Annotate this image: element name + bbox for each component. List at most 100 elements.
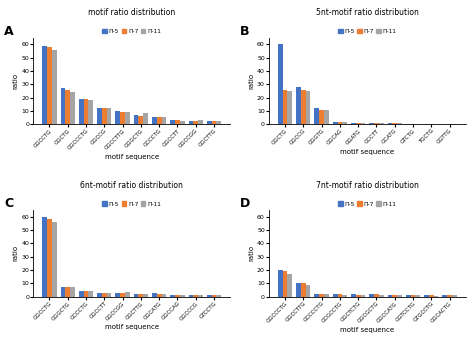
Bar bbox=[193, 295, 198, 297]
Bar bbox=[42, 46, 47, 124]
Bar bbox=[442, 295, 447, 297]
Bar bbox=[102, 108, 107, 124]
Bar bbox=[283, 90, 287, 124]
Bar bbox=[138, 116, 143, 124]
Bar bbox=[175, 295, 180, 297]
Y-axis label: ratio: ratio bbox=[12, 245, 18, 261]
Bar bbox=[170, 120, 175, 124]
Bar bbox=[356, 295, 361, 297]
Text: D: D bbox=[239, 197, 250, 210]
Bar bbox=[189, 295, 193, 297]
Bar bbox=[351, 123, 356, 124]
Bar bbox=[211, 121, 216, 124]
Bar bbox=[392, 123, 397, 124]
Bar bbox=[162, 118, 166, 124]
Bar bbox=[379, 123, 383, 124]
Bar bbox=[120, 293, 125, 297]
Bar bbox=[189, 121, 193, 124]
Bar bbox=[319, 109, 324, 124]
Bar bbox=[379, 295, 383, 297]
Bar bbox=[319, 294, 324, 297]
Y-axis label: ratio: ratio bbox=[248, 73, 254, 89]
Bar bbox=[97, 293, 102, 297]
Bar bbox=[388, 295, 392, 297]
Bar bbox=[333, 294, 337, 297]
Bar bbox=[351, 294, 356, 297]
Bar bbox=[47, 47, 52, 124]
Bar bbox=[79, 99, 83, 124]
Bar bbox=[157, 118, 162, 124]
Title: motif ratio distribution: motif ratio distribution bbox=[88, 8, 175, 17]
Bar bbox=[134, 294, 138, 297]
Bar bbox=[324, 109, 329, 124]
Bar bbox=[216, 295, 221, 297]
Bar bbox=[342, 295, 347, 297]
Bar bbox=[374, 294, 379, 297]
Legend: Π-5, Π-7, Π-11: Π-5, Π-7, Π-11 bbox=[336, 27, 399, 36]
Bar bbox=[356, 123, 361, 124]
Bar bbox=[429, 295, 434, 297]
Bar bbox=[287, 274, 292, 297]
Bar bbox=[301, 283, 306, 297]
Bar bbox=[134, 115, 138, 124]
Bar bbox=[342, 122, 347, 124]
Bar bbox=[143, 294, 148, 297]
Bar bbox=[83, 99, 88, 124]
Bar bbox=[180, 121, 184, 124]
X-axis label: motif sequence: motif sequence bbox=[105, 324, 159, 330]
Bar bbox=[287, 91, 292, 124]
Bar bbox=[47, 219, 52, 297]
Bar bbox=[306, 91, 310, 124]
Bar bbox=[88, 291, 93, 297]
Bar bbox=[125, 292, 130, 297]
Bar bbox=[198, 295, 203, 297]
Bar bbox=[88, 100, 93, 124]
Bar bbox=[211, 295, 216, 297]
Bar bbox=[152, 118, 157, 124]
Bar bbox=[157, 294, 162, 297]
Title: 6nt-motif ratio distribution: 6nt-motif ratio distribution bbox=[80, 181, 183, 190]
Text: A: A bbox=[4, 25, 13, 38]
Bar bbox=[125, 112, 130, 124]
Bar bbox=[388, 123, 392, 124]
Bar bbox=[369, 294, 374, 297]
Bar bbox=[116, 293, 120, 297]
Bar bbox=[65, 287, 70, 297]
Bar bbox=[97, 108, 102, 124]
Bar bbox=[207, 295, 211, 297]
Bar bbox=[415, 295, 420, 297]
Bar bbox=[314, 294, 319, 297]
Bar bbox=[65, 90, 70, 124]
Bar bbox=[434, 296, 438, 297]
Bar bbox=[42, 217, 47, 297]
Bar bbox=[306, 285, 310, 297]
Bar bbox=[143, 114, 148, 124]
Bar bbox=[333, 122, 337, 124]
Bar bbox=[369, 123, 374, 124]
Bar bbox=[374, 123, 379, 124]
Bar bbox=[337, 294, 342, 297]
Bar bbox=[170, 295, 175, 297]
Bar bbox=[278, 44, 283, 124]
Bar bbox=[406, 295, 410, 297]
Bar bbox=[175, 120, 180, 124]
Bar bbox=[207, 121, 211, 124]
X-axis label: motif sequence: motif sequence bbox=[340, 149, 394, 155]
X-axis label: motif sequence: motif sequence bbox=[340, 327, 394, 333]
Bar bbox=[193, 121, 198, 124]
Legend: Π-5, Π-7, Π-11: Π-5, Π-7, Π-11 bbox=[336, 199, 399, 209]
Bar bbox=[120, 112, 125, 124]
Text: B: B bbox=[239, 25, 249, 38]
Bar bbox=[283, 271, 287, 297]
Legend: Π-5, Π-7, Π-11: Π-5, Π-7, Π-11 bbox=[100, 27, 164, 36]
Bar bbox=[70, 287, 75, 297]
Bar bbox=[278, 270, 283, 297]
Bar bbox=[70, 92, 75, 124]
Bar bbox=[107, 108, 111, 124]
Title: 5nt-motif ratio distribution: 5nt-motif ratio distribution bbox=[316, 8, 419, 17]
Bar bbox=[52, 222, 56, 297]
Bar bbox=[447, 295, 452, 297]
Bar bbox=[452, 295, 457, 297]
Bar bbox=[424, 295, 429, 297]
Bar bbox=[152, 293, 157, 297]
